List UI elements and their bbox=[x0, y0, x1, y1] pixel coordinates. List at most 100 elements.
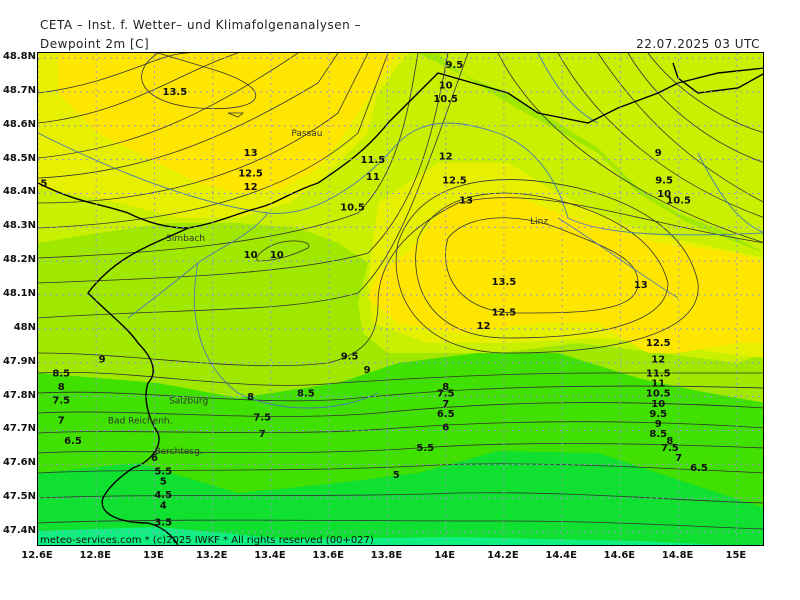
contour-line-8 bbox=[38, 53, 469, 319]
contour-value-label: 13 bbox=[244, 148, 258, 159]
longitude-tick-label: 14.8E bbox=[661, 550, 694, 561]
contour-value-label: 12.5 bbox=[646, 338, 671, 349]
latitude-tick-label: 48.7N bbox=[2, 84, 36, 96]
contour-value-label: 9.5 bbox=[446, 60, 464, 71]
river-4 bbox=[557, 217, 679, 299]
border-layer bbox=[38, 62, 763, 545]
contour-line-18 bbox=[141, 53, 256, 110]
longitude-tick-label: 13.8E bbox=[370, 550, 403, 561]
longitude-tick-label: 13.4E bbox=[254, 550, 286, 561]
contour-value-label: 12 bbox=[651, 355, 665, 366]
contour-line-13 bbox=[38, 421, 763, 434]
contour-value-label: 4.5 bbox=[154, 490, 172, 501]
contour-value-label: 10 bbox=[439, 80, 453, 91]
contour-value-label: 12 bbox=[439, 152, 453, 163]
map-frame: Passau Linz Simbach Salzburg Bad Reichenh. Be… bbox=[37, 52, 764, 546]
contour-value-label: 6.5 bbox=[437, 409, 455, 420]
contour-line-3 bbox=[38, 53, 339, 179]
longitude-tick-label: 12.6E bbox=[21, 550, 53, 561]
map-title: CETA – Inst. f. Wetter– und Klimafolgena… bbox=[40, 18, 362, 32]
contour-value-label: 8 bbox=[58, 382, 65, 393]
contour-value-label: 6 bbox=[442, 422, 449, 433]
contour-value-label: 10.5 bbox=[340, 202, 365, 213]
contour-value-label: 6.5 bbox=[690, 463, 708, 474]
latitude-tick-label: 48N bbox=[13, 321, 36, 333]
contour-value-label: 10.5 bbox=[433, 94, 458, 105]
contour-value-label: 9 bbox=[655, 148, 662, 159]
contour-value-label: 12.5 bbox=[492, 307, 517, 318]
contour-line-25 bbox=[557, 53, 763, 218]
contour-value-label: 4 bbox=[160, 500, 167, 511]
contour-value-label: 5 bbox=[40, 179, 47, 190]
latitude-tick-label: 47.6N bbox=[2, 457, 36, 469]
contour-value-label: 11.5 bbox=[361, 155, 386, 166]
place-label: Bad Reichenh. bbox=[108, 417, 173, 427]
map-subtitle: Dewpoint 2m [C] bbox=[40, 37, 150, 51]
longitude-tick-label: 13.2E bbox=[195, 550, 228, 561]
longitude-tick-label: 14E bbox=[434, 550, 456, 561]
contour-value-label: 13 bbox=[459, 196, 473, 207]
river-5 bbox=[193, 262, 379, 409]
latitude-tick-label: 48.1N bbox=[2, 288, 36, 300]
contour-value-label: 7 bbox=[58, 416, 65, 427]
place-label: Linz bbox=[530, 217, 548, 227]
contour-value-label: 5 bbox=[393, 470, 400, 481]
contour-line-10 bbox=[38, 371, 763, 386]
contour-value-label: 11 bbox=[366, 172, 380, 183]
contour-value-label: 8 bbox=[247, 392, 254, 403]
place-label: Simbach bbox=[166, 234, 205, 244]
contour-value-label: 8.5 bbox=[649, 429, 667, 440]
latitude-tick-label: 47.4N bbox=[2, 525, 36, 537]
contour-value-label: 10 bbox=[244, 250, 258, 261]
river-0 bbox=[38, 122, 763, 236]
contour-value-label: 9 bbox=[364, 365, 371, 376]
river-2 bbox=[537, 53, 599, 124]
contour-line-27 bbox=[647, 53, 763, 133]
contour-value-label: 5.5 bbox=[154, 466, 172, 477]
contour-value-label: 7.5 bbox=[661, 443, 679, 454]
contour-line-16 bbox=[38, 492, 763, 504]
longitude-tick-label: 12.8E bbox=[79, 550, 111, 561]
contour-value-label: 9 bbox=[655, 419, 662, 430]
contour-line-15 bbox=[38, 463, 763, 474]
contour-line-9 bbox=[38, 197, 763, 367]
contour-value-label: 7 bbox=[442, 399, 449, 410]
contour-line-24 bbox=[627, 53, 763, 163]
contour-line-5 bbox=[38, 53, 389, 229]
latitude-tick-label: 47.7N bbox=[2, 423, 36, 435]
contour-line-19 bbox=[227, 112, 245, 118]
contour-value-label: 6 bbox=[151, 453, 158, 464]
latitude-tick-label: 48.4N bbox=[2, 186, 36, 198]
contour-value-label: 12.5 bbox=[442, 175, 467, 186]
contour-value-label: 7.5 bbox=[52, 395, 70, 406]
place-label: Passau bbox=[291, 129, 322, 139]
contour-value-label: 10.5 bbox=[646, 389, 671, 400]
contour-value-label: 8 bbox=[442, 382, 449, 393]
longitude-tick-label: 13E bbox=[143, 550, 164, 561]
contour-line-12 bbox=[38, 402, 763, 417]
latitude-tick-label: 47.9N bbox=[2, 355, 36, 367]
contour-value-label: 10 bbox=[270, 250, 284, 261]
place-labels: Passau Linz Simbach Salzburg Bad Reichenh. Be… bbox=[108, 129, 548, 457]
contour-value-label: 3.5 bbox=[154, 517, 172, 528]
contour-line-23 bbox=[597, 53, 763, 203]
contour-value-label: 10 bbox=[651, 399, 665, 410]
map-datetime: 22.07.2025 03 UTC bbox=[636, 37, 760, 51]
border-2 bbox=[672, 62, 763, 94]
latitude-tick-label: 48.2N bbox=[2, 254, 36, 266]
river-layer bbox=[38, 53, 763, 409]
latitude-tick-label: 48.5N bbox=[2, 152, 36, 164]
longitude-tick-label: 15E bbox=[725, 550, 747, 561]
contour-value-label: 10 bbox=[657, 189, 671, 200]
latitude-tick-label: 47.8N bbox=[2, 389, 36, 401]
longitude-tick-label: 13.6E bbox=[312, 550, 344, 561]
contour-value-label: 12 bbox=[477, 321, 491, 332]
river-3 bbox=[697, 152, 763, 233]
contour-value-label: 13.5 bbox=[492, 277, 517, 288]
contour-line-28 bbox=[256, 240, 310, 262]
latitude-tick-label: 48.3N bbox=[2, 220, 36, 232]
contour-value-label: 8.5 bbox=[297, 389, 315, 400]
contour-value-label: 6.5 bbox=[64, 436, 82, 447]
longitude-tick-label: 14.6E bbox=[603, 550, 636, 561]
